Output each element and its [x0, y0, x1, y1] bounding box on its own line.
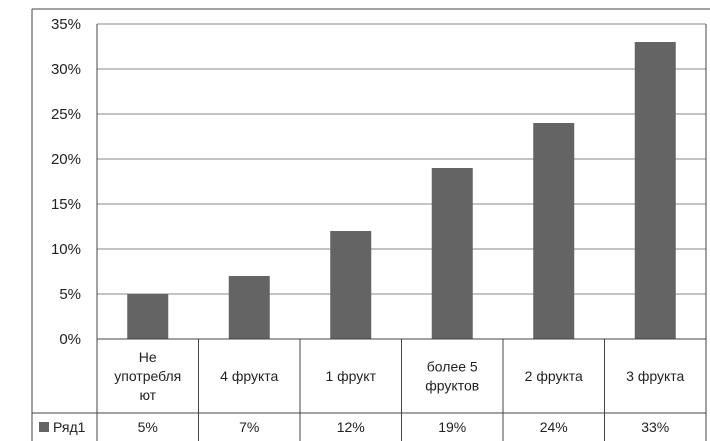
y-tick-label: 5% [59, 286, 81, 303]
series-name: Ряд1 [53, 419, 86, 435]
category-label-line: фруктов [425, 378, 479, 394]
category-label-line: 2 фрукта [525, 368, 583, 384]
category-label: 3 фрукта [626, 368, 684, 384]
data-table-value: 7% [239, 419, 259, 435]
category-label-line: ют [139, 387, 156, 403]
bars [127, 42, 676, 339]
bar [228, 276, 270, 339]
category-label: Не употребля ют [114, 349, 181, 403]
category-label: 2 фрукта [525, 368, 583, 384]
data-table-value: 5% [138, 419, 158, 435]
category-label-line: более 5 [427, 359, 478, 375]
y-axis-ticks: 0% 5% 10% 15% 20% 25% 30% 35% [51, 16, 81, 348]
y-tick-label: 20% [51, 151, 81, 168]
bar [634, 42, 676, 339]
bar [431, 168, 473, 339]
data-table-value: 33% [641, 419, 669, 435]
data-table: Ряд1 5% 7% 12% 19% 24% 33% [32, 24, 707, 441]
bar [330, 231, 372, 339]
data-table-value: 24% [540, 419, 568, 435]
y-tick-label: 30% [51, 61, 81, 78]
category-label-line: Не [139, 349, 157, 365]
data-table-value: 19% [438, 419, 466, 435]
category-label-line: употребля [114, 368, 181, 384]
y-tick-label: 10% [51, 241, 81, 258]
legend-key [39, 422, 49, 432]
category-label: более 5 фруктов [425, 359, 479, 394]
category-labels: Не употребля ют 4 фрукта 1 фрукт более 5 фрукт… [114, 349, 684, 403]
category-label-line: 3 фрукта [626, 368, 684, 384]
y-tick-label: 35% [51, 16, 81, 33]
gridlines [31, 8, 710, 441]
category-label-line: 1 фрукт [325, 368, 376, 384]
y-tick-label: 0% [59, 331, 81, 348]
bar [533, 123, 575, 339]
y-tick-label: 15% [51, 196, 81, 213]
y-tick-label: 25% [51, 106, 81, 123]
bar [127, 294, 169, 339]
data-table-value: 12% [337, 419, 365, 435]
category-label: 1 фрукт [325, 368, 376, 384]
category-label: 4 фрукта [220, 368, 278, 384]
category-label-line: 4 фрукта [220, 368, 278, 384]
